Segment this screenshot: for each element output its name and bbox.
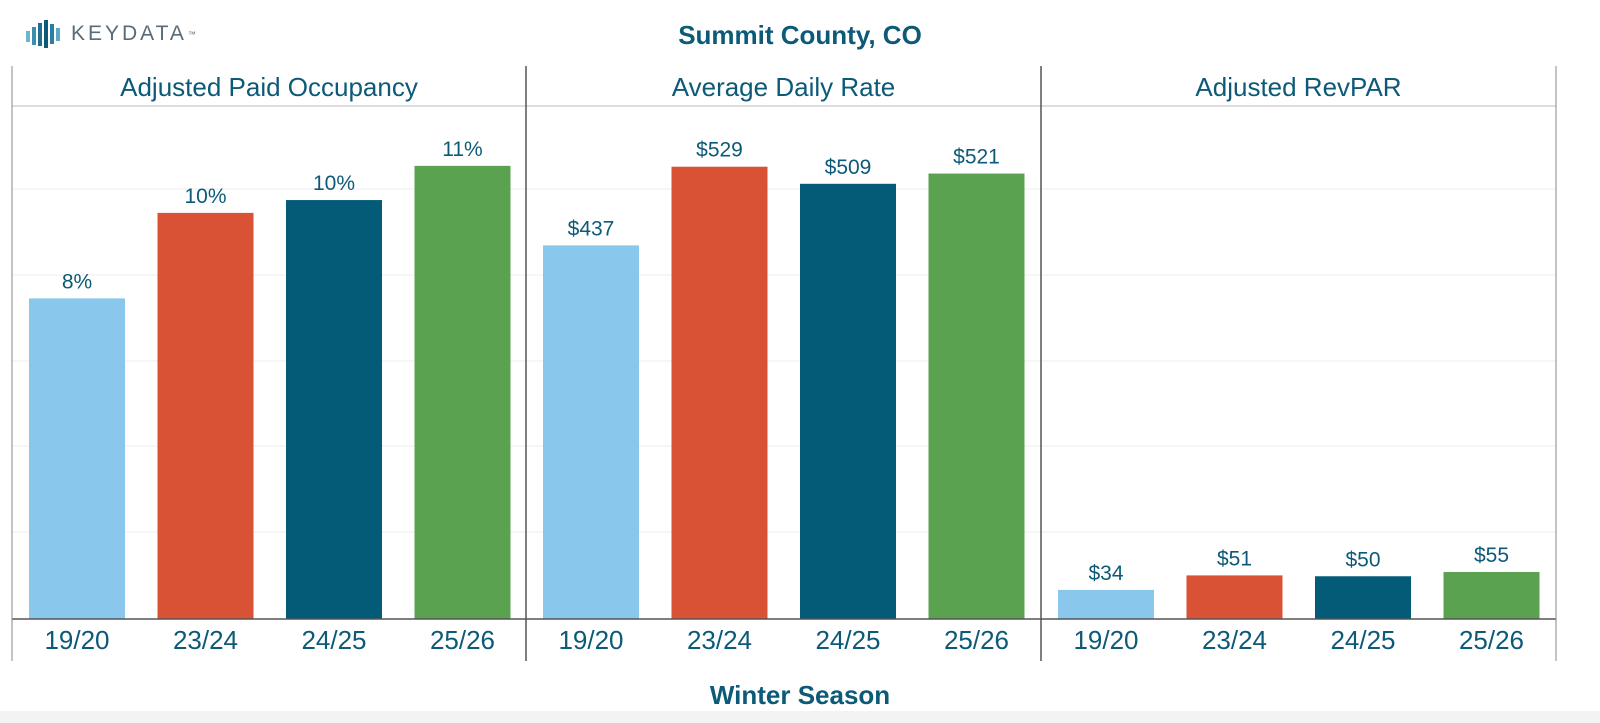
data-label: $529 [696,139,743,162]
x-tick-label: 19/20 [44,625,109,655]
x-tick-label: 23/24 [1202,625,1267,655]
x-tick-label: 25/26 [430,625,495,655]
x-tick-label: 25/26 [944,625,1009,655]
x-axis-title: Winter Season [709,680,891,710]
x-tick-label: 24/25 [301,625,366,655]
logo-trademark: ™ [187,29,196,39]
bar [1186,575,1283,619]
data-label: $50 [1345,548,1380,571]
data-label: 8% [62,270,92,293]
bars [29,165,1540,620]
bar [1443,571,1540,619]
bar [1315,576,1411,619]
bar [928,173,1025,620]
bar [157,212,254,619]
x-tick-label: 24/25 [1330,625,1395,655]
x-tick-label: 23/24 [687,625,752,655]
data-label: $51 [1217,547,1252,570]
x-tick-label: 23/24 [173,625,238,655]
keydata-logo: KEYDATA ™ [26,18,196,50]
x-tick-label: 25/26 [1459,625,1524,655]
x-tick-label: 19/20 [558,625,623,655]
data-label: 10% [184,185,226,208]
data-label: $34 [1088,562,1123,585]
bottom-band [0,711,1600,723]
data-label: $437 [568,217,615,240]
panel-title: Average Daily Rate [672,72,896,102]
chart-title: Summit County, CO [678,20,922,50]
bar [414,165,511,619]
bar [543,245,639,620]
bar [286,200,382,620]
logo-wordmark: KEYDATA [71,22,187,45]
bar [671,166,768,619]
bar-chart-logo-icon [26,20,60,48]
x-tick-label: 19/20 [1073,625,1138,655]
chart-text: Adjusted Paid Occupancy 8% 19/20 10% 23/24 10… [44,72,1524,655]
data-label: $55 [1474,544,1509,567]
bar [1058,589,1154,619]
data-label: $509 [825,156,872,179]
panel-frame [11,66,1557,661]
panel-title: Adjusted RevPAR [1195,72,1401,102]
panel-title: Adjusted Paid Occupancy [120,72,418,102]
gridlines [12,188,1556,533]
x-tick-label: 24/25 [815,625,880,655]
data-label: 11% [442,138,482,161]
data-label: $521 [953,146,1000,169]
bar [800,183,896,619]
bar [29,298,125,619]
data-label: 10% [313,172,355,195]
